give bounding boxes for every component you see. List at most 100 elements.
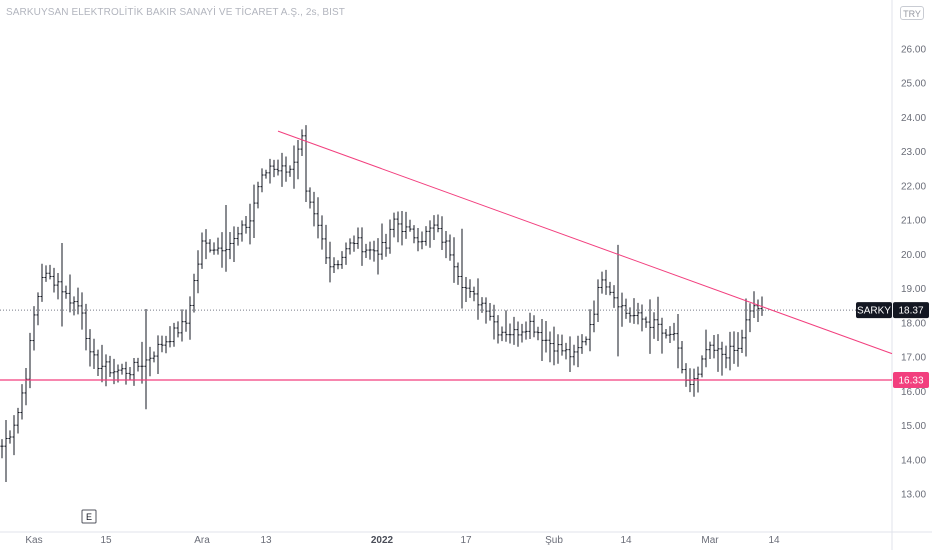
ohlc-bar bbox=[580, 334, 584, 354]
ohlc-bar bbox=[244, 216, 248, 234]
ohlc-bar bbox=[152, 351, 156, 363]
ohlc-bar bbox=[452, 237, 456, 283]
ohlc-bar bbox=[468, 279, 472, 298]
ohlc-bar bbox=[220, 232, 224, 268]
ohlc-bar bbox=[456, 262, 460, 285]
support-tag-bg bbox=[893, 372, 929, 389]
ohlc-bar bbox=[268, 158, 272, 184]
last-price-tag-label: 18.37 bbox=[898, 306, 923, 317]
support-tag: 16.33 bbox=[893, 372, 929, 389]
ohlc-bar bbox=[440, 216, 444, 250]
ohlc-bar bbox=[652, 312, 656, 339]
ohlc-bar bbox=[520, 323, 524, 343]
ohlc-bar bbox=[356, 227, 360, 249]
ohlc-bar bbox=[716, 334, 720, 372]
ohlc-bar bbox=[344, 242, 348, 265]
ohlc-bar bbox=[104, 354, 108, 387]
ohlc-bar bbox=[216, 237, 220, 255]
ohlc-bar bbox=[504, 310, 508, 342]
ohlc-bar bbox=[568, 336, 572, 373]
ohlc-bar bbox=[168, 326, 172, 348]
ohlc-bar bbox=[420, 231, 424, 250]
ohlc-bar bbox=[680, 340, 684, 374]
ohlc-bar bbox=[236, 226, 240, 246]
symbol-tag-bg bbox=[856, 302, 892, 319]
ohlc-bar bbox=[304, 125, 308, 203]
ohlc-bar bbox=[252, 184, 256, 238]
ohlc-bar bbox=[512, 316, 516, 345]
ohlc-bar bbox=[660, 317, 664, 354]
ohlc-bar bbox=[700, 355, 704, 378]
time-tick-label: 14 bbox=[620, 535, 632, 546]
ohlc-bar bbox=[432, 215, 436, 241]
ohlc-bar bbox=[364, 243, 368, 258]
ohlc-bar bbox=[272, 159, 276, 178]
ohlc-bar bbox=[332, 257, 336, 274]
ohlc-bar bbox=[572, 344, 576, 366]
ohlc-bar bbox=[296, 139, 300, 180]
ohlc-bar bbox=[472, 286, 476, 302]
ohlc-bar bbox=[404, 211, 408, 239]
ohlc-bar bbox=[36, 292, 40, 326]
ohlc-bar bbox=[704, 329, 708, 368]
ohlc-bar bbox=[384, 233, 388, 257]
price-tick-label: 15.00 bbox=[901, 421, 926, 432]
ohlc-bar bbox=[240, 220, 244, 242]
ohlc-bar bbox=[448, 234, 452, 261]
ohlc-bar bbox=[20, 384, 24, 420]
ohlc-bar bbox=[724, 345, 728, 369]
ohlc-bar bbox=[576, 335, 580, 368]
ohlc-bar bbox=[12, 415, 16, 456]
ohlc-bar bbox=[56, 273, 60, 300]
ohlc-bar bbox=[588, 309, 592, 352]
ohlc-bar bbox=[284, 156, 288, 182]
ohlc-bar bbox=[184, 309, 188, 332]
ohlc-bar bbox=[16, 407, 20, 434]
ohlc-bar bbox=[540, 318, 544, 361]
ohlc-bar bbox=[72, 296, 76, 316]
event-marker[interactable]: E bbox=[81, 509, 97, 524]
ohlc-bar bbox=[136, 357, 140, 372]
ohlc-bar bbox=[756, 299, 760, 323]
last-price-tag-bg bbox=[893, 302, 929, 319]
ohlc-bar bbox=[156, 335, 160, 374]
ohlc-bar bbox=[632, 298, 636, 324]
ohlc-bar bbox=[752, 291, 756, 319]
currency-badge[interactable]: TRY bbox=[900, 6, 924, 20]
ohlc-bar bbox=[672, 322, 676, 341]
ohlc-bar bbox=[664, 329, 668, 339]
ohlc-bar bbox=[32, 306, 36, 351]
ohlc-bar bbox=[0, 439, 4, 459]
ohlc-bar bbox=[40, 263, 44, 302]
ohlc-bar bbox=[616, 244, 620, 357]
ohlc-bar bbox=[408, 219, 412, 232]
ohlc-bar bbox=[388, 219, 392, 254]
ohlc-bar bbox=[292, 145, 296, 189]
ohlc-bar bbox=[612, 285, 616, 308]
price-tick-label: 22.00 bbox=[901, 181, 926, 192]
ohlc-bar bbox=[416, 227, 420, 252]
ohlc-bar bbox=[676, 314, 680, 369]
price-tick-label: 13.00 bbox=[901, 490, 926, 501]
ohlc-bar bbox=[248, 203, 252, 245]
ohlc-bar bbox=[24, 368, 28, 406]
ohlc-bar bbox=[288, 165, 292, 177]
ohlc-bar bbox=[392, 212, 396, 238]
trend-line[interactable] bbox=[277, 130, 893, 355]
ohlc-bar bbox=[380, 223, 384, 260]
ohlc-bar bbox=[172, 322, 176, 347]
ohlc-bar bbox=[320, 215, 324, 250]
ohlc-bar bbox=[636, 302, 640, 325]
ohlc-bar bbox=[372, 240, 376, 262]
ohlc-bar bbox=[128, 366, 132, 380]
price-axis: 13.00 14.00 15.00 16.00 17.00 18.00 19.00 20.00… bbox=[901, 45, 926, 501]
ohlc-bar bbox=[748, 303, 752, 333]
time-axis: Kas 15 Ara 13 2022 17 Şub 14 Mar 14 bbox=[25, 535, 780, 546]
price-tick-label: 17.00 bbox=[901, 353, 926, 364]
ohlc-bar bbox=[316, 197, 320, 239]
ohlc-bar bbox=[584, 336, 588, 346]
ohlc-bar bbox=[208, 239, 212, 253]
ohlc-bar bbox=[424, 226, 428, 246]
ohlc-bar bbox=[196, 250, 200, 294]
